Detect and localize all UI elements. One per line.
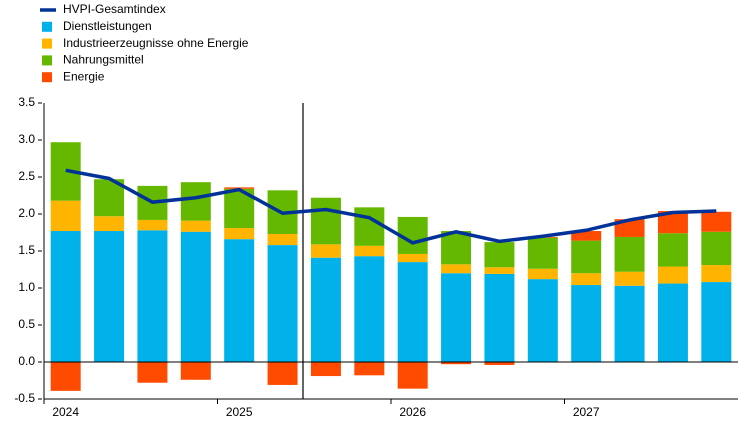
- bar-segment: [310, 197, 341, 245]
- bar-segment: [354, 256, 385, 362]
- bar-segment: [397, 362, 428, 389]
- bar-segment: [310, 362, 341, 377]
- bar-segment: [50, 200, 81, 232]
- bar-segment: [441, 264, 472, 274]
- bar-segment: [354, 245, 385, 257]
- bar-segment: [701, 282, 732, 362]
- bar-segment: [310, 257, 341, 362]
- bar-segment: [571, 285, 602, 362]
- bar-segment: [484, 267, 515, 274]
- legend-swatch: [42, 21, 52, 32]
- y-tick-label: 0.0: [18, 354, 35, 368]
- legend-swatch: [42, 38, 52, 49]
- bar-segment: [310, 244, 341, 258]
- y-tick-label: 0.5: [18, 317, 35, 331]
- bar-segment: [657, 266, 688, 284]
- bar-segment: [657, 283, 688, 362]
- legend-swatch: [42, 72, 52, 83]
- bar-segment: [137, 362, 168, 383]
- y-tick-label: 2.5: [18, 169, 35, 183]
- x-tick-label: 2027: [573, 405, 600, 419]
- bar-segment: [180, 231, 211, 362]
- bar-segment: [657, 211, 688, 234]
- y-tick-label: 1.0: [18, 280, 35, 294]
- bar-segment: [571, 240, 602, 274]
- y-tick-label: 2.0: [18, 206, 35, 220]
- bar-segment: [397, 253, 428, 263]
- bar-segment: [527, 279, 558, 362]
- bar-segment: [571, 231, 602, 241]
- x-tick-label: 2026: [399, 405, 426, 419]
- bar-segment: [701, 265, 732, 283]
- bar-segment: [267, 245, 298, 362]
- legend-label: Dienstleistungen: [63, 19, 152, 33]
- bar-segment: [94, 216, 125, 232]
- bar-segment: [137, 230, 168, 362]
- bar-segment: [484, 362, 515, 365]
- bar-segment: [180, 220, 211, 232]
- bar-segment: [180, 182, 211, 221]
- y-tick-label: -0.5: [14, 391, 35, 405]
- bar-segment: [484, 242, 515, 268]
- bar-segment: [701, 231, 732, 266]
- bar-segment: [180, 362, 211, 380]
- bar-segment: [527, 237, 558, 269]
- bar-segment: [441, 362, 472, 365]
- legend-label: Energie: [63, 69, 105, 83]
- bar-segment: [137, 219, 168, 231]
- y-tick-label: 1.5: [18, 243, 35, 257]
- bar-segment: [354, 207, 385, 246]
- bar-segment: [701, 211, 732, 232]
- bar-segment: [354, 362, 385, 376]
- bar-segment: [441, 231, 472, 265]
- bar-segment: [267, 233, 298, 246]
- bar-segment: [441, 273, 472, 362]
- bar-segment: [527, 268, 558, 280]
- bar-segment: [571, 273, 602, 286]
- legend-label: Nahrungsmittel: [63, 53, 144, 67]
- bar-segment: [267, 362, 298, 385]
- bar-segment: [224, 239, 255, 362]
- legend-label: Industrieerzeugnisse ohne Energie: [63, 36, 249, 50]
- bar-segment: [614, 271, 645, 286]
- line: [65, 168, 717, 245]
- bar-segment: [397, 262, 428, 362]
- bar-segment: [657, 233, 688, 267]
- bar-segment: [50, 231, 81, 362]
- x-tick-label: 2024: [52, 405, 79, 419]
- bar-segment: [484, 273, 515, 362]
- y-tick-label: 3.0: [18, 132, 35, 146]
- bar-segment: [614, 285, 645, 362]
- legend-swatch: [42, 55, 52, 66]
- bar-segment: [224, 228, 255, 240]
- y-tick-label: 3.5: [18, 95, 35, 109]
- bar-segment: [94, 231, 125, 362]
- x-tick-label: 2025: [226, 405, 253, 419]
- bar-segment: [50, 362, 81, 391]
- bar-segment: [614, 236, 645, 272]
- legend-label: HVPI-Gesamtindex: [63, 2, 166, 16]
- bar-segment: [614, 219, 645, 237]
